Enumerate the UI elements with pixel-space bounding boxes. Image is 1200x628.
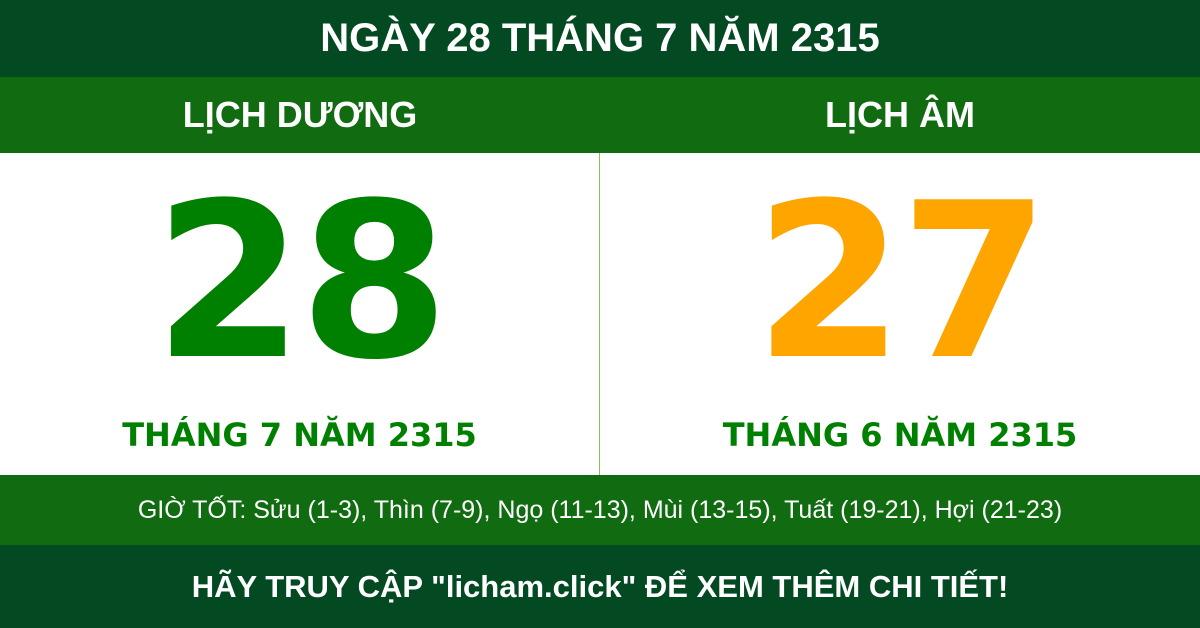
page-title: NGÀY 28 THÁNG 7 NĂM 2315 (0, 0, 1200, 77)
lunar-calendar-label: LỊCH ÂM (825, 94, 975, 135)
solar-month-year: THÁNG 7 NĂM 2315 (122, 416, 477, 454)
lunar-day-number: 27 (754, 156, 1049, 407)
calendar-headers: LỊCH DƯƠNG LỊCH ÂM (0, 77, 1200, 153)
solar-calendar-label: LỊCH DƯƠNG (182, 94, 418, 135)
calendar-body: 28 THÁNG 7 NĂM 2315 27 THÁNG 6 NĂM 2315 (0, 153, 1200, 475)
solar-day-number: 28 (153, 156, 449, 407)
solar-column: 28 THÁNG 7 NĂM 2315 (0, 153, 600, 475)
lunar-column: 27 THÁNG 6 NĂM 2315 (600, 153, 1200, 475)
footer-cta: HÃY TRUY CẬP "licham.click" ĐỂ XEM THÊM … (0, 545, 1200, 628)
lunar-month-year: THÁNG 6 NĂM 2315 (722, 416, 1078, 454)
good-hours: GIỜ TỐT: Sửu (1-3), Thìn (7-9), Ngọ (11-… (0, 475, 1200, 545)
